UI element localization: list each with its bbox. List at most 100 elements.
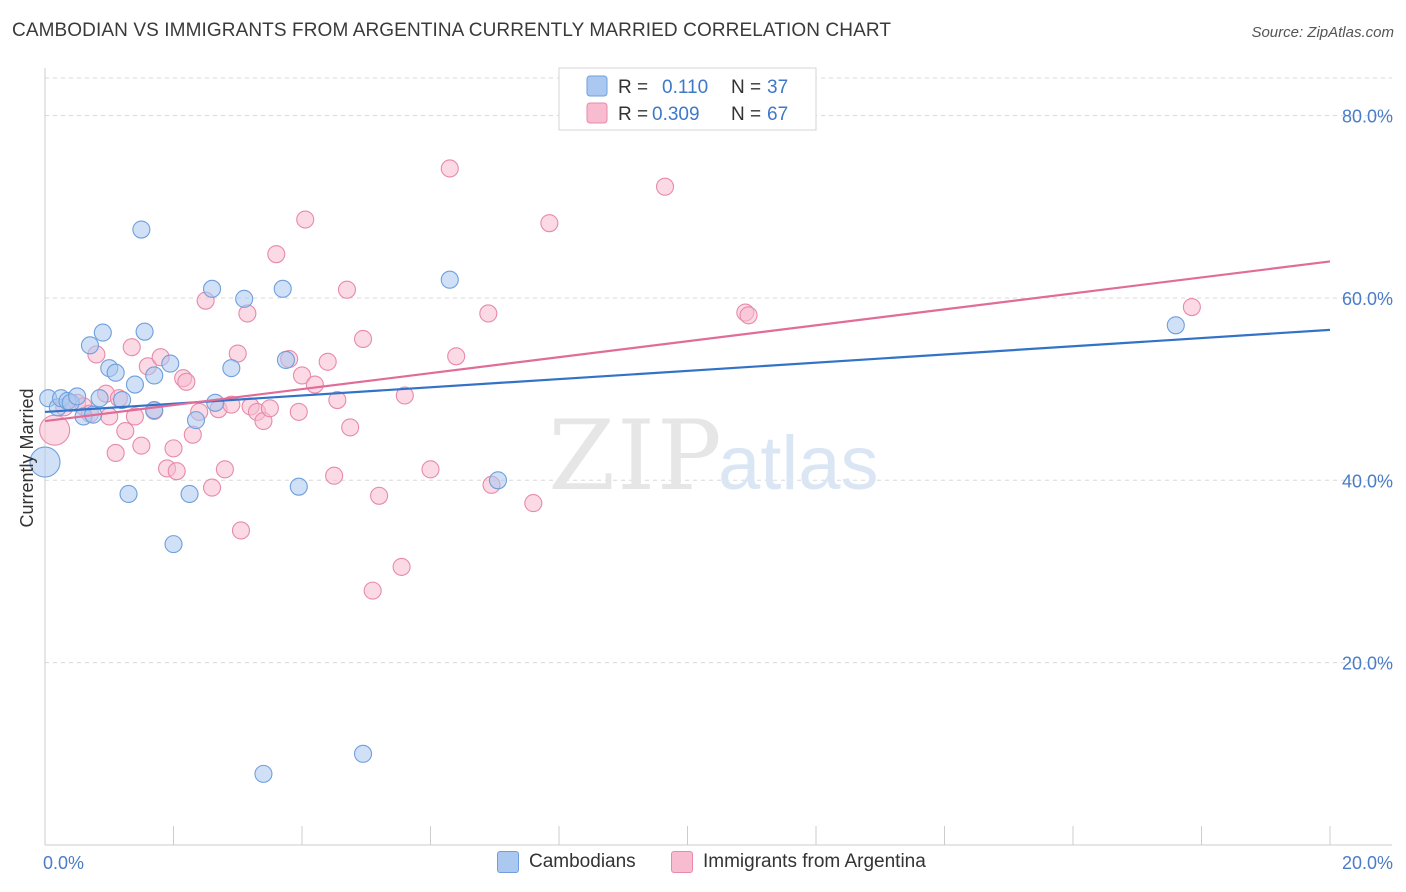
trend-lines xyxy=(44,260,1331,423)
legend-blue-swatch xyxy=(586,75,608,97)
argentina-point xyxy=(203,478,222,497)
legend-pink-swatch xyxy=(586,102,608,124)
x-tick-label: 20.0% xyxy=(1342,853,1393,873)
cambodians-point xyxy=(164,535,183,554)
argentina-point xyxy=(479,304,498,323)
cambodians-point xyxy=(106,363,125,382)
x-tick-labels: 0.0% 20.0% xyxy=(43,853,1393,873)
argentina-point xyxy=(106,443,125,462)
argentina-point xyxy=(739,306,758,325)
argentina-point xyxy=(122,338,141,357)
legend-item-cambodians: Cambodians xyxy=(497,851,636,873)
argentina-point xyxy=(1182,298,1201,317)
cambodians-point xyxy=(90,389,109,408)
cambodians-point xyxy=(235,289,254,308)
legend-blue-r-label: R = xyxy=(618,77,648,98)
cambodians-point xyxy=(29,446,61,478)
legend-item-argentina: Immigrants from Argentina xyxy=(671,851,926,873)
argentina-point xyxy=(524,494,543,513)
argentina-point xyxy=(370,486,389,505)
argentina-point xyxy=(440,159,459,178)
argentina-point xyxy=(260,399,279,418)
cambodians-point xyxy=(180,484,199,504)
cambodians-point xyxy=(273,279,292,298)
cambodians-point xyxy=(145,366,164,385)
cambodians-point xyxy=(80,336,100,355)
argentina-point xyxy=(447,347,466,366)
x-tick-label: 0.0% xyxy=(43,853,84,873)
cambodians-point xyxy=(125,375,144,394)
argentina-point xyxy=(100,407,119,426)
argentina-point xyxy=(337,280,357,299)
cambodians-point xyxy=(206,393,225,412)
argentina-point xyxy=(325,466,344,485)
argentina-point xyxy=(395,386,414,405)
cambodians-point xyxy=(276,350,295,369)
cambodians-swatch xyxy=(497,851,519,873)
cambodians-point xyxy=(119,484,138,504)
y-tick-label: 20.0% xyxy=(1342,654,1393,674)
legend-label-cambodians: Cambodians xyxy=(529,851,636,872)
argentina-point xyxy=(132,436,151,455)
cambodians-point xyxy=(488,471,508,490)
cambodians-point xyxy=(289,477,308,496)
legend-pink-n-label: N = xyxy=(731,104,761,125)
argentina-point xyxy=(363,581,382,600)
argentina-point xyxy=(164,439,183,458)
cambodians-point xyxy=(161,354,180,373)
argentina-point xyxy=(116,422,135,441)
chart-title: CAMBODIAN VS IMMIGRANTS FROM ARGENTINA C… xyxy=(12,20,892,41)
argentina-point xyxy=(215,460,234,479)
legend-blue-n-value: 37 xyxy=(767,77,788,98)
cambodians-trend-line xyxy=(44,328,1331,414)
legend-pink-r-value: 0.309 xyxy=(652,104,700,125)
argentina-point xyxy=(238,304,257,323)
cambodians-point xyxy=(135,322,154,341)
argentina-point xyxy=(341,418,360,437)
series-immigrants-argentina-points xyxy=(39,159,1201,600)
legend-pink-n-value: 67 xyxy=(767,104,788,125)
cambodians-point xyxy=(113,391,132,410)
argentina-point xyxy=(177,372,196,391)
argentina-point xyxy=(318,352,337,371)
cambodians-point xyxy=(353,744,373,763)
argentina-swatch xyxy=(671,851,693,873)
argentina-point xyxy=(421,460,440,479)
argentina-point xyxy=(167,462,186,481)
argentina-trend-line xyxy=(44,260,1331,423)
y-tick-label: 60.0% xyxy=(1342,289,1393,309)
cambodians-point xyxy=(440,270,459,289)
argentina-point xyxy=(183,425,202,444)
y-tick-label: 80.0% xyxy=(1342,107,1393,127)
gridlines xyxy=(45,77,1392,664)
legend-label-argentina: Immigrants from Argentina xyxy=(703,851,926,872)
y-axis-title: Currently Married xyxy=(17,388,37,527)
argentina-point xyxy=(392,557,411,576)
watermark-zip: ZIP xyxy=(548,400,723,512)
argentina-point xyxy=(267,245,286,264)
cambodians-point xyxy=(1166,316,1185,335)
cambodians-point xyxy=(254,764,273,783)
argentina-point xyxy=(292,366,312,385)
y-tick-labels: 20.0% 40.0% 60.0% 80.0% xyxy=(1342,107,1393,674)
argentina-point xyxy=(328,391,347,410)
legend-blue-n-label: N = xyxy=(731,77,761,98)
argentina-point xyxy=(289,402,308,421)
argentina-point xyxy=(296,210,315,229)
cambodians-point xyxy=(132,220,151,239)
argentina-point xyxy=(125,407,144,426)
argentina-point xyxy=(231,521,251,540)
argentina-point xyxy=(655,177,675,196)
argentina-point xyxy=(540,214,559,233)
source-label: Source: ZipAtlas.com xyxy=(1251,24,1394,41)
cambodians-point xyxy=(222,359,241,378)
argentina-point xyxy=(353,329,373,349)
legend-bottom: Cambodians Immigrants from Argentina xyxy=(0,851,1406,879)
watermark-atlas: atlas xyxy=(718,421,879,506)
cambodians-point xyxy=(203,279,222,298)
legend-pink-r-label: R = xyxy=(618,104,648,125)
cambodians-point xyxy=(186,411,206,430)
cambodians-point xyxy=(68,387,87,406)
legend-blue-r-value: 0.110 xyxy=(662,77,708,98)
